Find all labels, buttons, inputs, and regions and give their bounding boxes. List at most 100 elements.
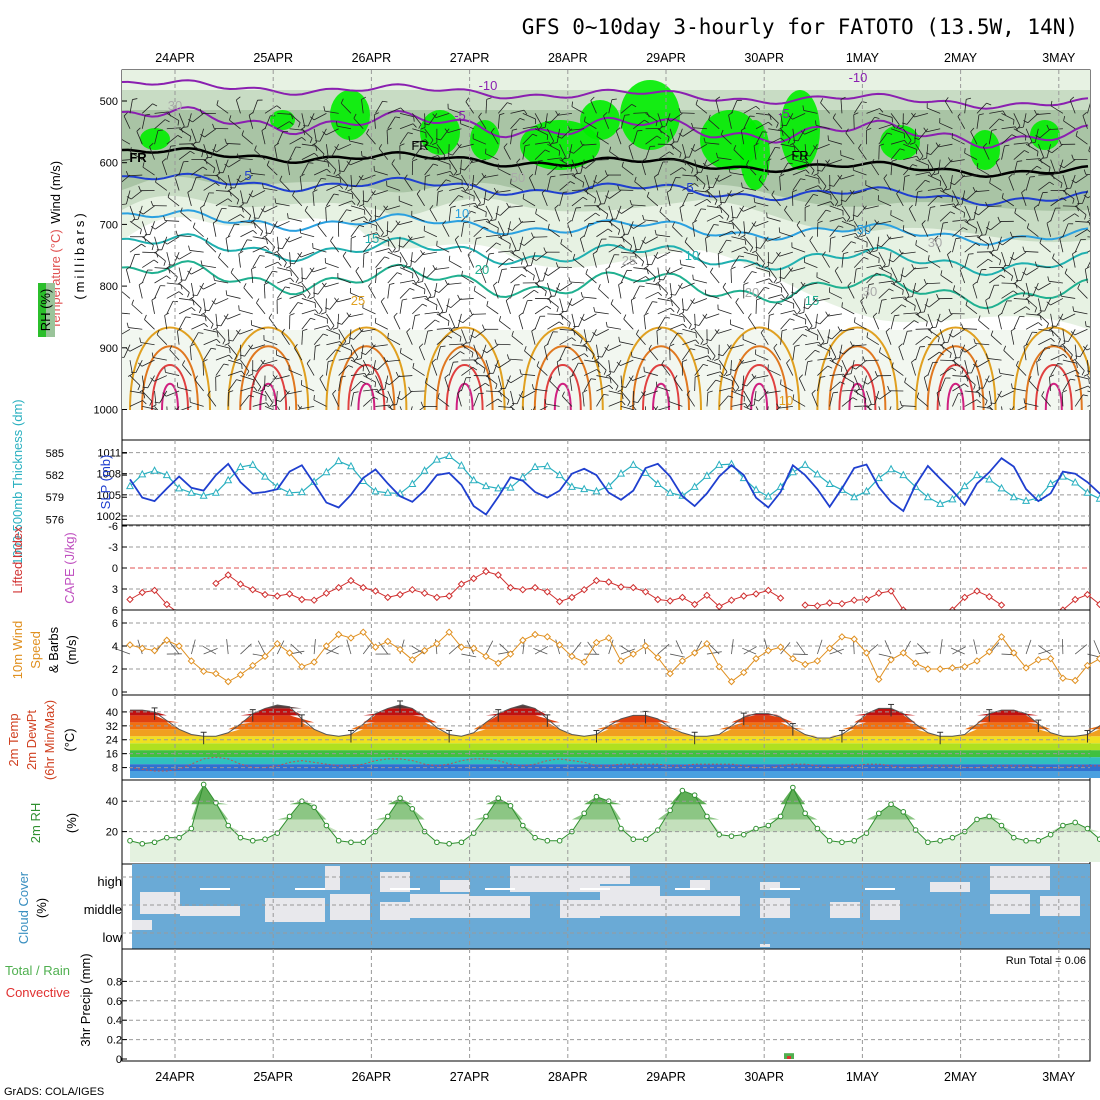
wind-barb-flag [248,215,252,221]
wind-barb-flag [792,394,795,400]
wind-barb [191,143,204,153]
wind-barb [1063,159,1076,169]
wind10-point [1046,654,1055,663]
lifted-point [359,583,367,592]
wind-barb [496,190,511,193]
wind-barb-flag [199,108,203,114]
wind-barb-flag [230,267,234,273]
wind-barb-flag [1069,354,1073,360]
wind-barb [679,207,683,222]
wind-barb-flag [603,370,607,375]
wind-barb-flag [202,166,208,171]
wind-barb [1001,126,1016,130]
wind10-point [445,628,453,636]
wind-barb [973,205,978,220]
wind-barb [510,183,523,191]
wind-barb [166,127,181,130]
thickness-point [592,486,601,495]
wind-barb-flag [580,317,585,321]
wind-barb [571,174,584,183]
wind-barb [803,282,818,287]
wind-barb-flag [631,297,636,301]
wind-barb-flag [695,332,697,338]
wind-barb [547,313,562,315]
wind-barb-flag [942,221,949,224]
wind-barb-flag [554,204,559,209]
wind-barb-flag [295,278,299,284]
wind-barb [362,307,376,315]
wind-barb [375,404,390,407]
wind-barb [736,205,745,219]
wind-barb [497,221,505,235]
wind-barb-flag [514,249,520,252]
wind-barb-flag [531,257,537,261]
warm-contour [455,382,474,410]
wind-barb [748,317,757,330]
wind-barb-flag [998,312,1003,316]
precip-panel: 0.80.60.40.20 Run Total = 0.06 Total / R… [5,948,1091,1066]
wind-barb [313,298,323,311]
wind-barb [949,174,953,189]
wind-barb [424,282,432,296]
wind-barb [343,159,352,172]
wind-barb [142,103,153,114]
wind-barb [903,229,916,238]
temp2m-unit: (°C) [62,728,77,751]
lifted-point [862,595,871,604]
wind-barb-flag [550,175,556,178]
wind-barb-flag [604,346,609,351]
wind-barb-flag [883,265,889,268]
wind-barb-flag [241,130,245,136]
wind-barb-flag [820,341,825,346]
wind-barb-flag [1096,210,1100,213]
wind-barb [436,143,446,156]
wind-barb-flag [670,307,675,312]
wind-barb [399,288,411,299]
wind-barb [989,251,1001,261]
wind10-point [396,645,404,654]
wind-barb-flag [1008,173,1013,178]
wind-barb-flag [916,392,920,398]
wind-barb [1001,300,1008,315]
wind-barb [904,267,916,278]
wind-barb [641,161,646,176]
cloud-block [660,896,740,916]
wind-barb [657,317,666,330]
wind-barb [154,275,167,284]
wind-barb [632,390,635,405]
wind-barb-flag [654,229,657,235]
temp2m-line [130,704,1100,739]
wind-barb [869,221,880,232]
wind-barb [179,298,194,301]
wind-barb-flag [1076,362,1078,369]
wind-barb-flag [571,337,576,342]
wind-barb [264,105,277,114]
wind-barb [583,378,592,392]
lifted-point [654,595,662,604]
wind-barb [771,194,781,207]
wind-barb-flag [753,142,759,147]
wind-barb-flag [881,298,887,301]
wind-barb-flag [872,250,878,253]
wind-barb [460,143,474,148]
wind-barb-flag [187,270,192,275]
rh-high-cell [330,90,370,140]
wind-barb [841,389,856,392]
wind-barb-flag [1036,311,1042,316]
wind-barb-flag [200,260,203,266]
wind-barb [657,151,670,160]
wind-barb [829,359,843,368]
wind-barb-flag [1050,100,1053,106]
wind-barb-flag [755,106,761,110]
wind-barb-flag [400,107,405,112]
wind-barb [473,359,486,369]
wind-barb-flag [114,333,118,336]
wind-barb-flag [151,404,157,408]
wind-barb-flag [299,228,301,234]
wind-barb-flag [322,333,328,336]
wind-barb-flag [192,222,196,228]
wind-barb [178,161,184,176]
wind-barb [412,367,425,376]
wind-barb-flag [741,182,743,188]
wind-barb [473,190,481,203]
